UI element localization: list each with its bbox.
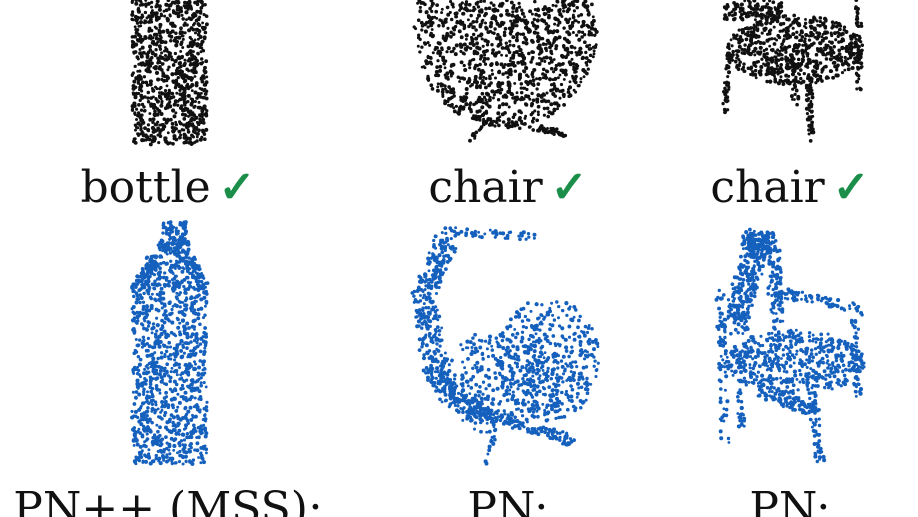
caption-label: chair <box>710 162 825 213</box>
caption-label: PN++ (MSS): <box>13 483 323 517</box>
top-chair-armchair-point-cloud <box>721 0 865 143</box>
top-bottle-point-cloud <box>130 0 209 147</box>
bottom-bottle-point-cloud <box>130 220 210 466</box>
caption-label: PN: <box>467 483 549 517</box>
caption-bottom-pn-2: PN: <box>749 487 830 517</box>
bottom-chair-egg-point-cloud <box>410 226 600 466</box>
top-chair-egg-point-cloud <box>412 0 599 143</box>
check-icon: ✓ <box>550 162 588 213</box>
caption-top-bottle: bottle ✓ <box>80 166 255 210</box>
caption-label: chair <box>428 162 543 213</box>
caption-bottom-pn-plus-plus-mss: PN++ (MSS): <box>13 487 323 517</box>
caption-label: bottle <box>80 162 211 213</box>
check-icon: ✓ <box>832 162 870 213</box>
caption-top-chair-2: chair ✓ <box>710 166 869 210</box>
bottom-chair-armchair-point-cloud <box>714 227 866 464</box>
caption-top-chair-1: chair ✓ <box>428 166 587 210</box>
caption-label: PN: <box>749 483 831 517</box>
check-icon: ✓ <box>218 162 256 213</box>
caption-bottom-pn-1: PN: <box>467 487 548 517</box>
